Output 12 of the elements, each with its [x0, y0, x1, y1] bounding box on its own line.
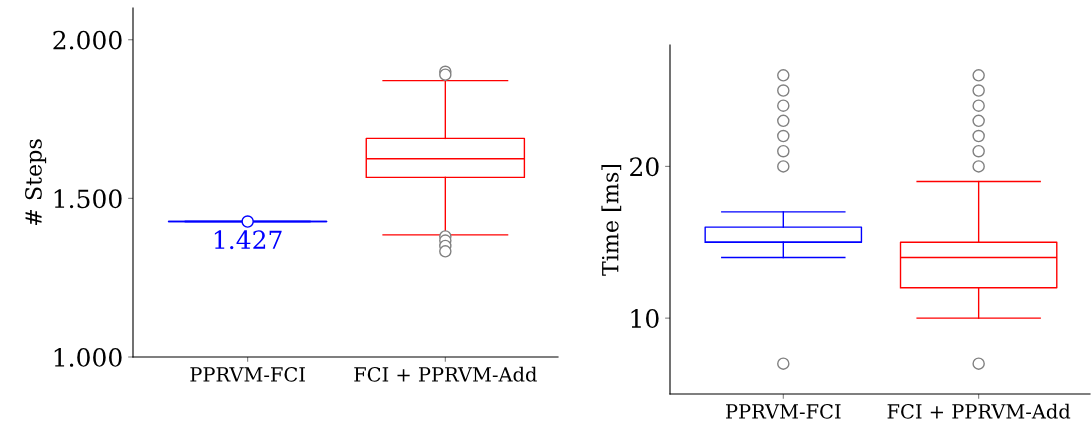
y-tick-label: 20 [630, 157, 659, 177]
y-tick-label: 1.000 [54, 347, 122, 367]
x-tick-label: PPRVM-FCI [726, 404, 841, 419]
y-tick-label: 1.500 [54, 189, 122, 209]
x-tick-label: FCI + PPRVM-Add [887, 403, 1071, 419]
x-tick-label: FCI + PPRVM-Add [354, 366, 537, 382]
y-tick-label: 2.000 [53, 30, 122, 50]
y-axis-title: Time [ms] [601, 164, 622, 276]
x-tick-label: PPRVM-FCI [190, 367, 305, 382]
y-axis-title: # Steps [25, 139, 47, 226]
y-tick-label: 10 [631, 309, 659, 328]
annotation: 1.427 [214, 230, 282, 250]
